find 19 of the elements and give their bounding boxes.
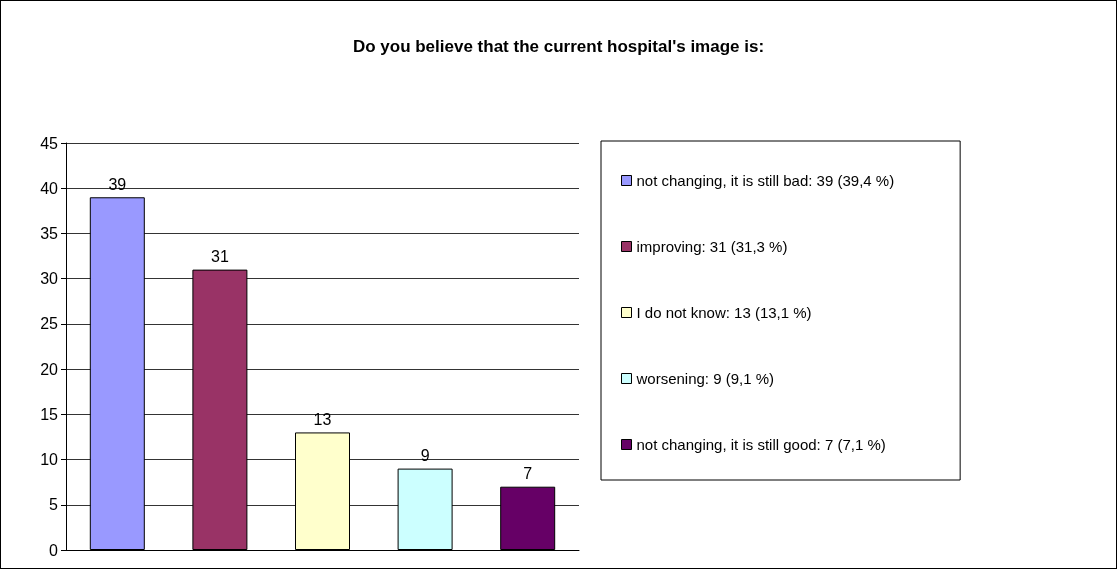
legend-label: improving: 31 (31,3 %) (636, 238, 788, 255)
y-tick-label: 25 (40, 315, 59, 333)
y-tick-label: 40 (40, 179, 59, 197)
data-label: 13 (313, 410, 332, 428)
chart-title: Do you believe that the current hospital's image is: (352, 37, 765, 56)
legend-label: I do not know: 13 (13,1 %) (636, 304, 812, 321)
legend-label: not changing, it is still good: 7 (7,1 %) (636, 436, 886, 453)
data-label: 7 (523, 465, 533, 483)
y-tick-label: 45 (40, 134, 59, 152)
legend-label: not changing, it is still bad: 39 (39,4 %) (636, 172, 895, 189)
y-tick-label: 20 (40, 360, 59, 378)
data-label: 31 (211, 248, 229, 266)
legend-label: worsening: 9 (9,1 %) (635, 370, 775, 387)
y-tick-label: 15 (40, 405, 59, 423)
y-tick-label: 35 (40, 224, 59, 242)
y-tick-label: 30 (40, 270, 59, 288)
y-tick-label: 10 (40, 451, 59, 469)
y-tick-label: 5 (49, 496, 59, 514)
y-tick-label: 0 (49, 541, 59, 559)
